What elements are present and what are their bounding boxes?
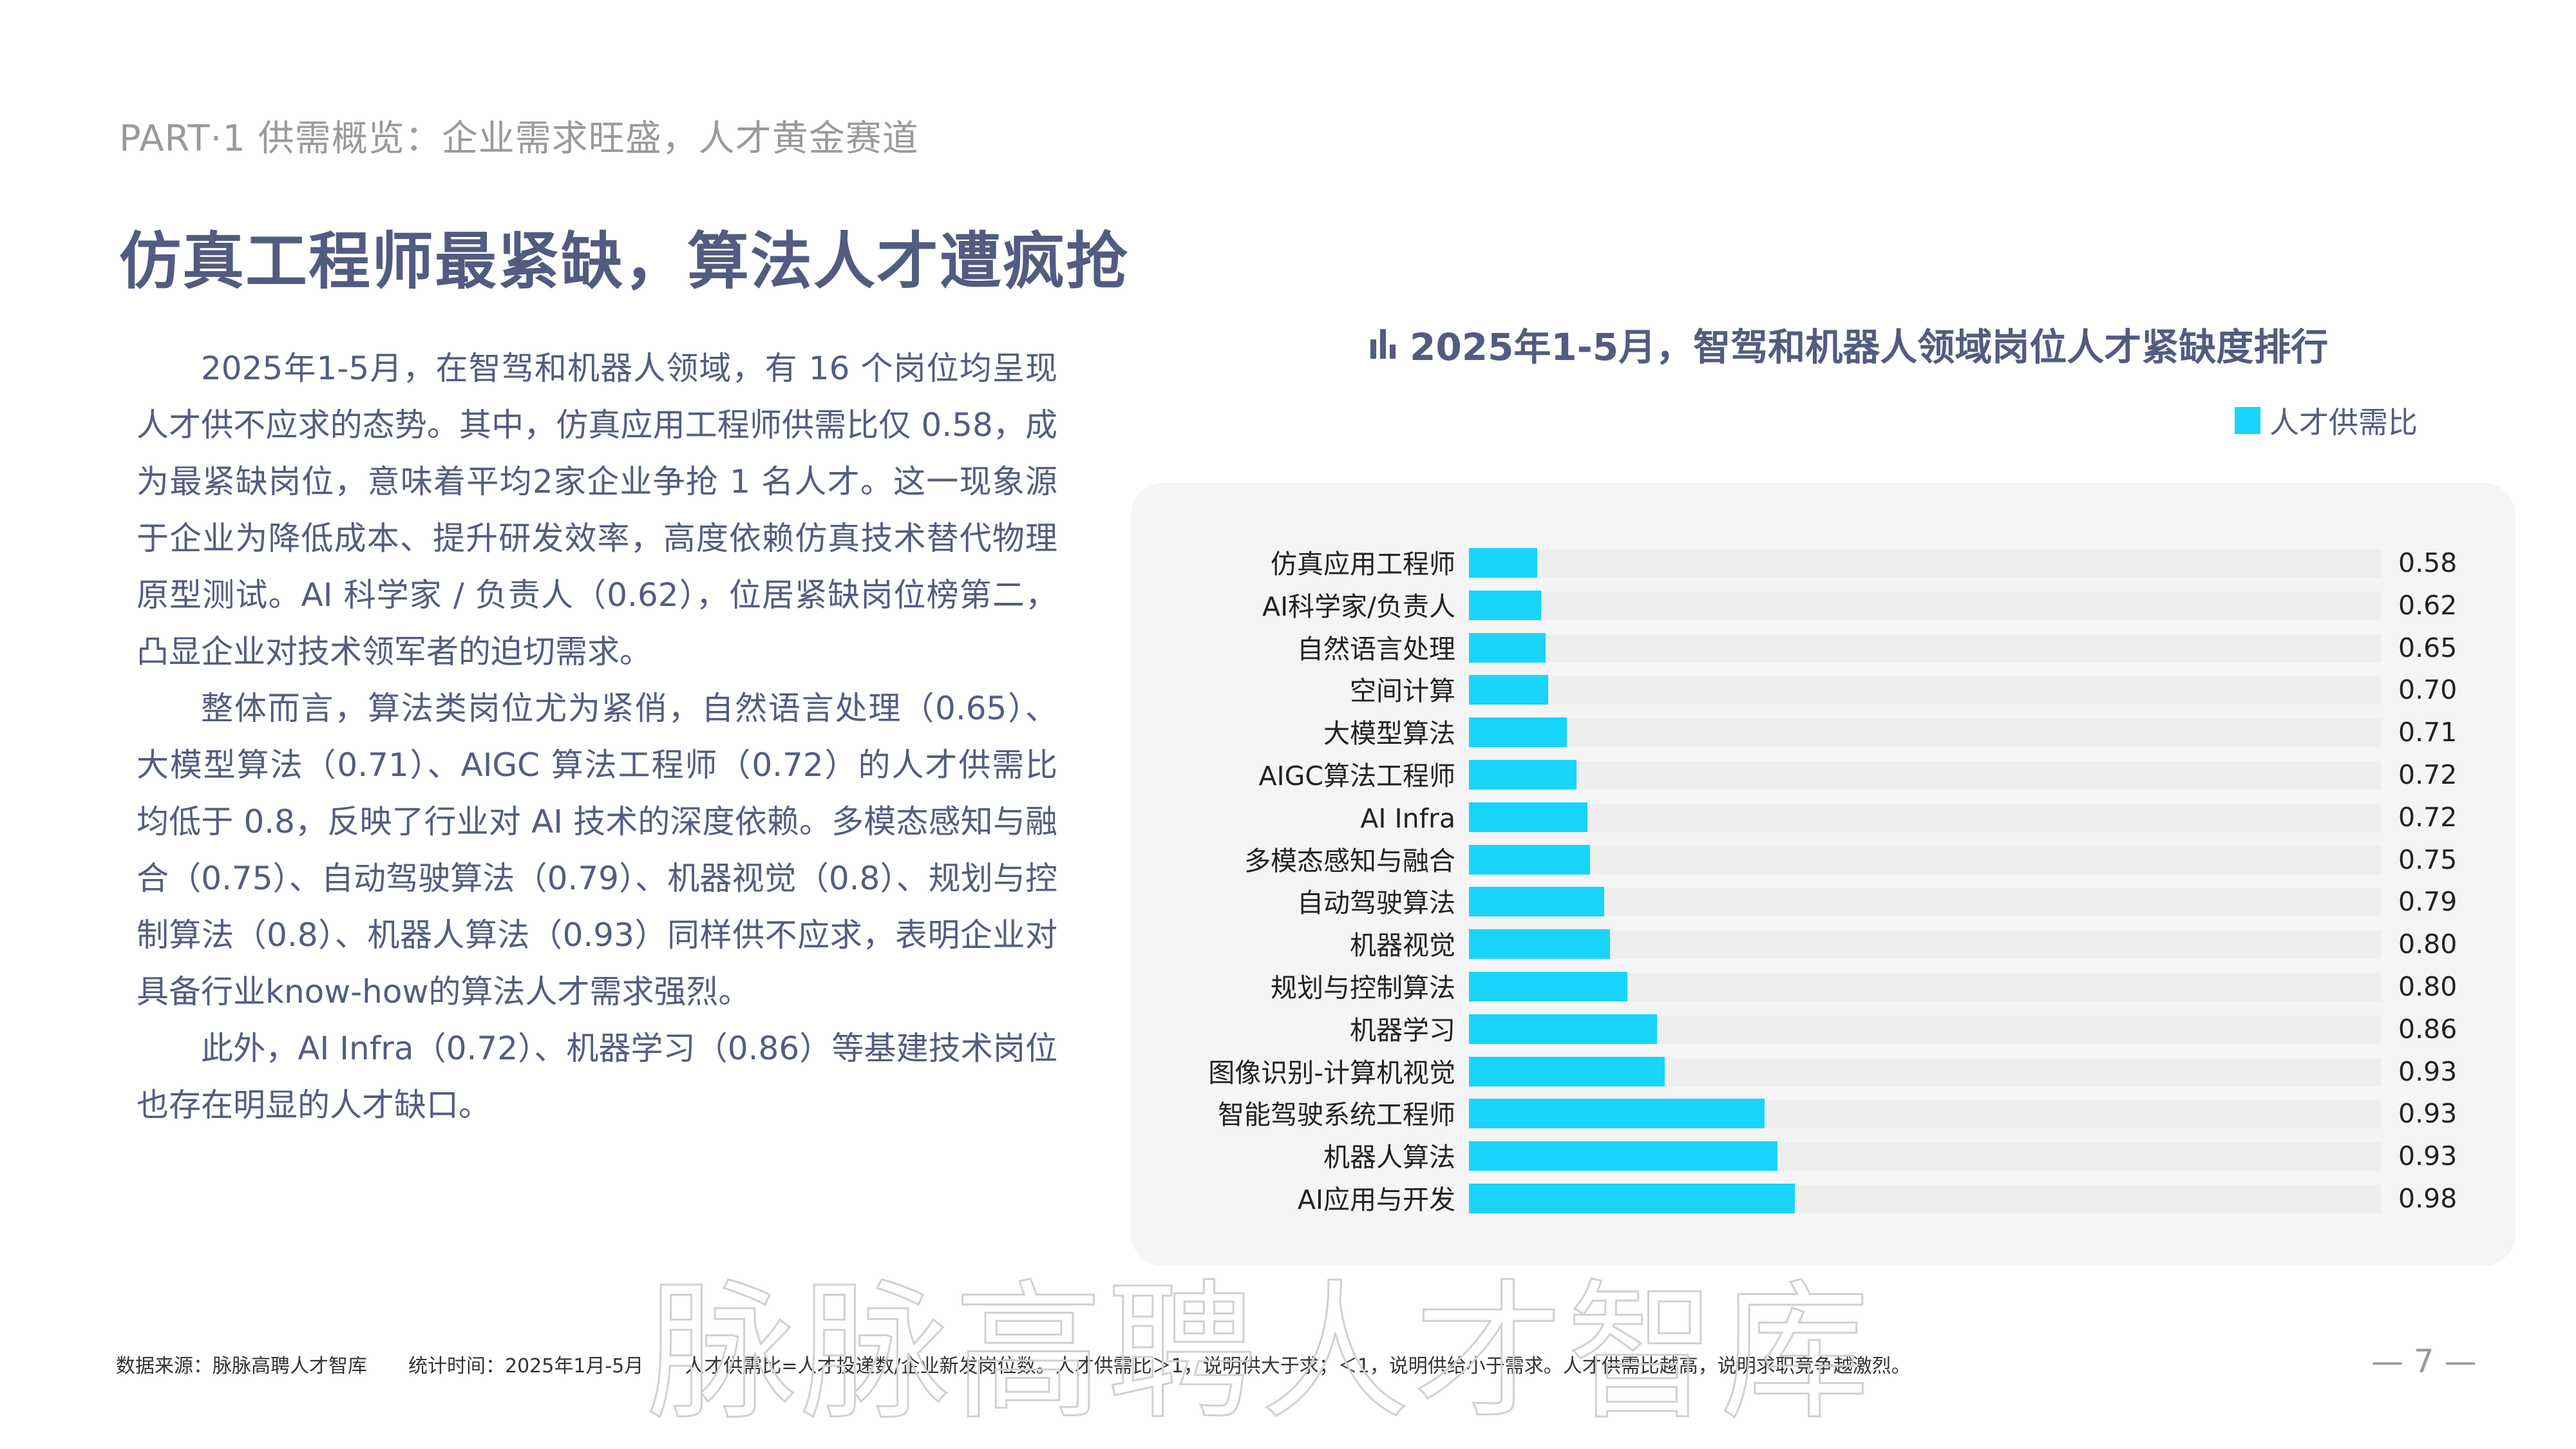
bar-label: 规划与控制算法 bbox=[1271, 972, 1455, 1003]
body-text: 2025年1-5月，在智驾和机器人领域，有 16 个岗位均呈现人才供不应求的态势… bbox=[137, 340, 1057, 1133]
bar-label: 多模态感知与融合 bbox=[1244, 845, 1455, 876]
bar-label: 图像识别-计算机视觉 bbox=[1208, 1057, 1455, 1088]
bar bbox=[1469, 972, 1628, 1001]
legend-label: 人才供需比 bbox=[2269, 405, 2418, 440]
chart-title: 2025年1-5月，智驾和机器人领域岗位人才紧缺度排行 bbox=[1370, 317, 2328, 371]
bar-row: AI Infra 0.72 bbox=[0, 797, 2576, 840]
bar-track bbox=[1469, 717, 2381, 748]
bar-value: 0.75 bbox=[2398, 844, 2458, 875]
watermark: 脉脉高聘人才智库 bbox=[646, 1266, 1874, 1440]
bar-label: 空间计算 bbox=[1350, 676, 1455, 707]
bar bbox=[1469, 632, 1546, 663]
bar-track bbox=[1469, 887, 2381, 917]
bar-track bbox=[1469, 1184, 2381, 1213]
bar bbox=[1469, 717, 1567, 748]
bar-label: 智能驾驶系统工程师 bbox=[1218, 1099, 1455, 1131]
bar-value: 0.70 bbox=[2398, 674, 2458, 706]
bar-row: 规划与控制算法 0.80 bbox=[0, 967, 2576, 1009]
bar-row: 智能驾驶系统工程师 0.93 bbox=[0, 1094, 2576, 1136]
bar-track bbox=[1469, 972, 2381, 1001]
bar bbox=[1469, 760, 1577, 790]
bar-chart-icon bbox=[1370, 329, 1396, 359]
bar-value: 0.58 bbox=[2398, 547, 2458, 578]
section-header: PART·1 供需概览：企业需求旺盛，人才黄金赛道 bbox=[119, 118, 919, 160]
bar-track bbox=[1469, 1141, 2381, 1171]
bar-label: 机器视觉 bbox=[1350, 930, 1455, 961]
bar-row: 机器人算法 0.93 bbox=[0, 1136, 2576, 1179]
bar-row: 机器学习 0.86 bbox=[0, 1009, 2576, 1052]
bar-row: 图像识别-计算机视觉 0.93 bbox=[0, 1052, 2576, 1094]
bar bbox=[1469, 548, 1538, 578]
chart-legend: 人才供需比 bbox=[2235, 399, 2418, 442]
legend-swatch bbox=[2235, 407, 2260, 434]
bar-row: 自动驾驶算法 0.79 bbox=[0, 882, 2576, 924]
bar-row: 多模态感知与融合 0.75 bbox=[0, 840, 2576, 882]
bar-label: 自动驾驶算法 bbox=[1297, 887, 1455, 919]
bar-track bbox=[1469, 548, 2381, 578]
stat-period: 统计时间：2025年1月-5月 bbox=[408, 1355, 644, 1378]
footnote: 人才供需比=人才投递数/企业新发岗位数。人才供需比＞1，说明供大于求；＜1，说明… bbox=[685, 1355, 1911, 1378]
bar-value: 0.80 bbox=[2398, 929, 2458, 960]
bar-row: 机器视觉 0.80 bbox=[0, 924, 2576, 967]
bar-value: 0.98 bbox=[2398, 1183, 2458, 1214]
footer: 数据来源：脉脉高聘人才智库 统计时间：2025年1月-5月 人才供需比=人才投递… bbox=[116, 1350, 1911, 1378]
bar-row: AI应用与开发 0.98 bbox=[0, 1179, 2576, 1221]
bar-value: 0.62 bbox=[2398, 589, 2458, 621]
bar-value: 0.86 bbox=[2398, 1013, 2458, 1045]
bar-value: 0.93 bbox=[2398, 1141, 2458, 1172]
bar-track bbox=[1469, 1056, 2381, 1086]
bar-row: 大模型算法 0.71 bbox=[0, 712, 2576, 755]
bar bbox=[1469, 802, 1588, 832]
bar-row: 自然语言处理 0.65 bbox=[0, 628, 2576, 670]
bar bbox=[1469, 1184, 1795, 1213]
bar-label: 自然语言处理 bbox=[1297, 633, 1455, 665]
bar bbox=[1469, 929, 1611, 960]
bar-value: 0.72 bbox=[2398, 801, 2458, 833]
paragraph-3: 此外，AI Infra（0.72）、机器学习（0.86）等基建技术岗位也存在明显… bbox=[137, 1030, 1057, 1124]
page-title: 仿真工程师最紧缺，算法人才遭疯抢 bbox=[119, 225, 1129, 298]
page-number: — 7 — bbox=[2371, 1343, 2477, 1380]
bar-label: AI Infra bbox=[1360, 802, 1455, 834]
bar-row: AIGC算法工程师 0.72 bbox=[0, 755, 2576, 797]
bar-track bbox=[1469, 1014, 2381, 1044]
bar-row: AI科学家/负责人 0.62 bbox=[0, 585, 2576, 628]
bar-value: 0.80 bbox=[2398, 971, 2458, 1002]
bar-label: 仿真应用工程师 bbox=[1271, 549, 1455, 580]
bar bbox=[1469, 1014, 1657, 1044]
bar-value: 0.65 bbox=[2398, 632, 2458, 663]
bar bbox=[1469, 590, 1541, 620]
bar-track bbox=[1469, 929, 2381, 960]
bar-label: AI科学家/负责人 bbox=[1262, 591, 1455, 622]
bar bbox=[1469, 887, 1604, 917]
bar-value: 0.79 bbox=[2398, 886, 2458, 918]
bar-track bbox=[1469, 844, 2381, 875]
bar-row: 空间计算 0.70 bbox=[0, 670, 2576, 712]
bar-track bbox=[1469, 632, 2381, 663]
bar-track bbox=[1469, 802, 2381, 832]
chart-title-text: 2025年1-5月，智驾和机器人领域岗位人才紧缺度排行 bbox=[1410, 325, 2329, 369]
bar-label: 机器人算法 bbox=[1323, 1142, 1455, 1173]
paragraph-2: 整体而言，算法类岗位尤为紧俏，自然语言处理（0.65）、大模型算法（0.71）、… bbox=[137, 690, 1057, 1010]
bar bbox=[1469, 675, 1549, 705]
bar-label: 大模型算法 bbox=[1323, 718, 1455, 750]
bar-track bbox=[1469, 590, 2381, 620]
bar bbox=[1469, 844, 1591, 875]
bar-value: 0.93 bbox=[2398, 1056, 2458, 1087]
bar-label: 机器学习 bbox=[1350, 1014, 1455, 1046]
bar-label: AI应用与开发 bbox=[1297, 1184, 1455, 1215]
bar-track bbox=[1469, 760, 2381, 790]
bar-track bbox=[1469, 675, 2381, 705]
bar-track bbox=[1469, 1099, 2381, 1129]
bar-value: 0.71 bbox=[2398, 717, 2458, 748]
bar bbox=[1469, 1099, 1765, 1129]
bar-label: AIGC算法工程师 bbox=[1258, 761, 1455, 791]
bar-value: 0.72 bbox=[2398, 759, 2458, 790]
bar-row: 仿真应用工程师 0.58 bbox=[0, 543, 2576, 585]
bar-value: 0.93 bbox=[2398, 1098, 2458, 1130]
paragraph-1: 2025年1-5月，在智驾和机器人领域，有 16 个岗位均呈现人才供不应求的态势… bbox=[137, 350, 1057, 670]
data-source: 数据来源：脉脉高聘人才智库 bbox=[116, 1355, 367, 1378]
bar bbox=[1469, 1056, 1665, 1086]
bar bbox=[1469, 1141, 1777, 1171]
